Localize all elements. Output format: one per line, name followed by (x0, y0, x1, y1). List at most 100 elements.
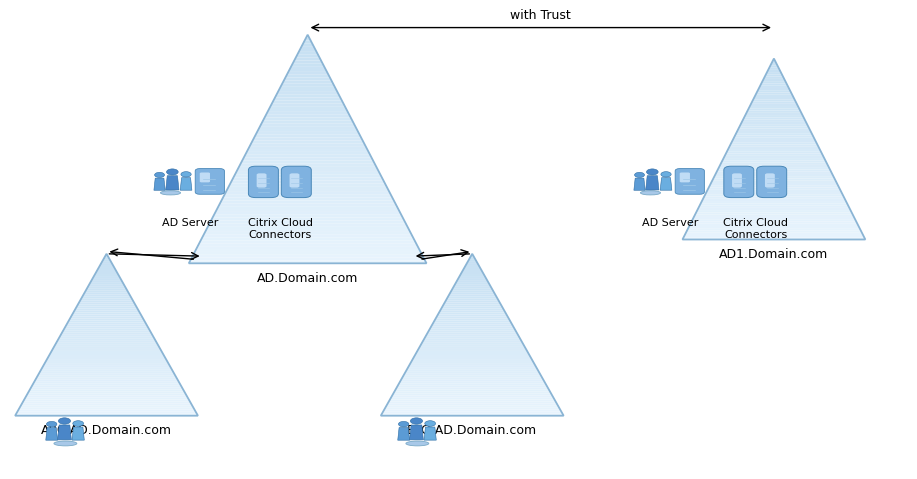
Polygon shape (72, 427, 84, 440)
Polygon shape (217, 206, 398, 209)
Text: Citrix Cloud
Connectors: Citrix Cloud Connectors (248, 218, 313, 240)
Polygon shape (61, 333, 152, 335)
Polygon shape (189, 261, 426, 263)
Polygon shape (191, 258, 425, 261)
Polygon shape (101, 262, 112, 264)
Polygon shape (263, 117, 352, 120)
Polygon shape (414, 355, 531, 357)
Polygon shape (78, 302, 135, 304)
Polygon shape (425, 335, 519, 337)
Polygon shape (697, 208, 850, 210)
Polygon shape (282, 80, 333, 83)
Polygon shape (770, 63, 778, 65)
Circle shape (646, 169, 658, 175)
Text: EFG.AD.Domain.com: EFG.AD.Domain.com (407, 424, 537, 437)
Polygon shape (771, 61, 776, 63)
Polygon shape (743, 117, 805, 120)
Polygon shape (718, 167, 830, 170)
Polygon shape (458, 276, 486, 278)
Polygon shape (468, 260, 477, 262)
Polygon shape (30, 388, 183, 389)
Polygon shape (731, 142, 817, 145)
Polygon shape (208, 223, 407, 226)
Polygon shape (704, 194, 844, 196)
Polygon shape (223, 195, 392, 198)
Circle shape (181, 171, 192, 177)
Polygon shape (411, 361, 534, 363)
Polygon shape (687, 228, 861, 230)
Polygon shape (760, 83, 788, 86)
Polygon shape (400, 379, 544, 381)
Polygon shape (181, 178, 192, 190)
Polygon shape (406, 369, 538, 371)
Polygon shape (39, 371, 174, 373)
Polygon shape (432, 322, 513, 325)
Polygon shape (714, 174, 834, 176)
Polygon shape (413, 357, 532, 359)
Polygon shape (443, 304, 502, 307)
Polygon shape (59, 337, 155, 339)
Polygon shape (435, 319, 510, 320)
Polygon shape (765, 74, 783, 77)
Polygon shape (21, 404, 193, 406)
Polygon shape (93, 276, 120, 278)
Polygon shape (294, 57, 321, 60)
Polygon shape (436, 315, 508, 317)
Polygon shape (214, 212, 402, 215)
Polygon shape (73, 310, 139, 312)
Polygon shape (751, 102, 797, 104)
Polygon shape (306, 34, 309, 37)
Polygon shape (755, 95, 793, 97)
Polygon shape (420, 345, 525, 347)
Polygon shape (84, 290, 128, 292)
Polygon shape (259, 126, 357, 129)
Polygon shape (44, 363, 170, 365)
Polygon shape (201, 238, 414, 240)
Polygon shape (746, 113, 802, 115)
Polygon shape (452, 288, 492, 290)
Polygon shape (418, 347, 526, 349)
Polygon shape (459, 274, 485, 276)
Polygon shape (688, 226, 859, 228)
Polygon shape (453, 286, 492, 288)
Polygon shape (278, 89, 337, 92)
Text: Citrix Cloud
Connectors: Citrix Cloud Connectors (724, 218, 788, 240)
Polygon shape (766, 72, 782, 74)
Polygon shape (215, 209, 400, 212)
Polygon shape (690, 224, 858, 226)
Polygon shape (276, 92, 339, 95)
Polygon shape (53, 347, 160, 349)
Polygon shape (304, 40, 312, 43)
Polygon shape (416, 351, 528, 353)
Polygon shape (646, 176, 659, 190)
Polygon shape (747, 108, 801, 111)
Polygon shape (469, 258, 476, 260)
Polygon shape (702, 199, 845, 201)
Polygon shape (448, 294, 496, 297)
FancyBboxPatch shape (724, 166, 754, 198)
Polygon shape (194, 249, 421, 252)
Polygon shape (381, 414, 564, 416)
Polygon shape (403, 373, 541, 375)
Polygon shape (226, 189, 390, 192)
Polygon shape (450, 290, 494, 292)
Polygon shape (37, 375, 176, 377)
Polygon shape (154, 178, 165, 190)
Polygon shape (46, 428, 58, 440)
Polygon shape (750, 104, 798, 106)
Polygon shape (720, 162, 828, 165)
Polygon shape (404, 371, 539, 373)
Polygon shape (72, 315, 142, 317)
Polygon shape (300, 46, 315, 49)
FancyBboxPatch shape (679, 172, 690, 182)
Polygon shape (691, 221, 857, 224)
Polygon shape (230, 181, 385, 183)
Polygon shape (232, 178, 383, 181)
Polygon shape (758, 88, 790, 90)
Circle shape (399, 422, 409, 427)
Polygon shape (22, 401, 191, 404)
Polygon shape (51, 349, 161, 351)
Circle shape (410, 418, 423, 424)
Polygon shape (434, 320, 511, 322)
Polygon shape (741, 122, 807, 124)
